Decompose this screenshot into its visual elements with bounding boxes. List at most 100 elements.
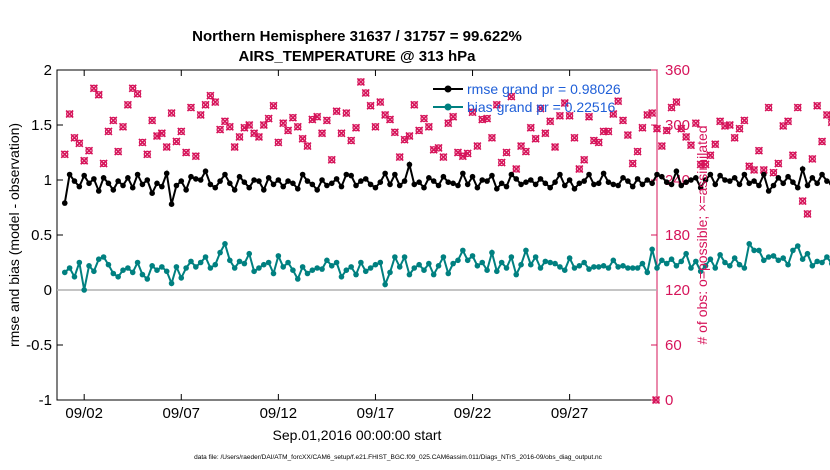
bias-point	[76, 259, 83, 266]
bias-point	[610, 257, 617, 264]
bias-point	[620, 263, 626, 269]
rmse-point	[649, 180, 655, 187]
rmse-point	[484, 178, 490, 184]
obs-assimilated-marker	[444, 119, 453, 128]
rmse-point	[319, 177, 325, 183]
obs-assimilated-marker	[541, 129, 550, 138]
obs-possible-marker	[216, 125, 224, 134]
bias-point	[353, 271, 359, 278]
obs-possible-marker	[400, 136, 409, 144]
bias-point	[464, 257, 471, 264]
bias-point	[794, 243, 801, 249]
rmse-point	[760, 171, 767, 178]
rmse-point	[741, 171, 748, 178]
obs-assimilated-marker	[648, 109, 657, 118]
obs-assimilated-marker	[769, 168, 778, 177]
rmse-point	[241, 179, 248, 185]
obs-possible-marker	[250, 129, 258, 137]
bias-point	[673, 263, 680, 269]
legend-bias-marker	[444, 103, 452, 111]
rmse-point	[668, 181, 675, 188]
obs-assimilated-marker	[439, 153, 448, 162]
obs-assimilated-marker	[274, 138, 283, 147]
obs-assimilated-marker	[604, 127, 613, 136]
obs-assimilated-marker	[366, 101, 375, 110]
obs-possible-marker	[371, 123, 380, 131]
obs-assimilated-marker	[686, 141, 696, 150]
bias-point	[309, 267, 316, 274]
obs-possible-marker	[784, 117, 792, 125]
bias-point	[576, 263, 583, 269]
rmse-point	[746, 180, 753, 187]
obs-possible-marker	[119, 123, 127, 131]
obs-assimilated-marker	[259, 120, 268, 130]
obs-assimilated-marker	[303, 142, 312, 151]
rmse-point	[629, 183, 636, 190]
rmse-point	[794, 184, 801, 191]
obs-possible-marker	[163, 143, 171, 151]
obs-possible-marker	[313, 113, 321, 121]
obs-possible-marker	[381, 111, 389, 119]
bias-point	[377, 259, 384, 266]
bias-point	[654, 265, 660, 271]
obs-possible-marker	[226, 123, 234, 131]
obs-assimilated-marker	[555, 111, 564, 120]
rmse-point	[275, 177, 282, 183]
bias-point	[498, 259, 505, 266]
rmse-point	[508, 171, 515, 178]
bias-point	[440, 254, 447, 260]
x-tick-label: 09/12	[260, 405, 298, 422]
obs-assimilated-marker	[764, 103, 773, 112]
obs-possible-marker	[473, 142, 482, 150]
rmse-point	[469, 173, 476, 180]
bias-point	[217, 249, 223, 256]
obs-assimilated-marker	[691, 119, 700, 128]
obs-assimilated-marker	[657, 142, 666, 151]
bias-point	[474, 263, 481, 269]
rmse-point	[547, 184, 554, 191]
obs-possible-marker	[507, 92, 516, 101]
obs-assimilated-marker	[701, 160, 710, 169]
x-tick-label: 09/02	[65, 405, 103, 422]
bias-point	[513, 271, 520, 278]
obs-assimilated-marker	[817, 137, 827, 146]
obs-possible-marker	[167, 109, 176, 117]
obs-assimilated-marker	[80, 156, 89, 165]
bias-point	[115, 274, 121, 280]
rmse-point	[139, 181, 146, 188]
obs-possible-marker	[415, 126, 423, 135]
obs-possible-marker	[818, 137, 826, 146]
obs-assimilated-marker	[822, 110, 830, 119]
rmse-point	[634, 176, 641, 182]
rmse-point	[770, 182, 777, 189]
rmse-point	[265, 175, 272, 181]
obs-assimilated-marker	[682, 132, 691, 141]
obs-assimilated-marker	[536, 104, 545, 113]
bias-point	[532, 254, 539, 260]
obs-assimilated-marker	[201, 100, 210, 109]
bias-point	[731, 255, 738, 261]
obs-possible-marker	[396, 153, 404, 161]
rmse-point	[736, 181, 743, 188]
legend-rmse-label: rmse grand pr = 0.98026	[467, 81, 621, 97]
obs-possible-marker	[794, 103, 802, 112]
rmse-point	[605, 179, 612, 185]
rmse-point	[324, 182, 330, 189]
bias-point	[95, 256, 102, 263]
obs-possible-marker	[658, 142, 666, 150]
obs-assimilated-marker	[652, 124, 662, 133]
obs-possible-marker	[633, 147, 642, 156]
rmse-point	[479, 177, 486, 183]
obs-possible-marker	[182, 148, 190, 157]
obs-assimilated-marker	[186, 103, 196, 112]
bias-point	[489, 249, 495, 256]
obs-assimilated-marker	[677, 124, 686, 133]
bias-point	[348, 264, 354, 270]
rmse-point	[231, 187, 238, 193]
obs-assimilated-marker	[371, 122, 380, 131]
obs-assimilated-marker	[575, 164, 584, 174]
obs-assimilated-marker	[269, 101, 278, 110]
obs-possible-marker	[697, 160, 705, 169]
obs-possible-marker	[211, 98, 219, 106]
